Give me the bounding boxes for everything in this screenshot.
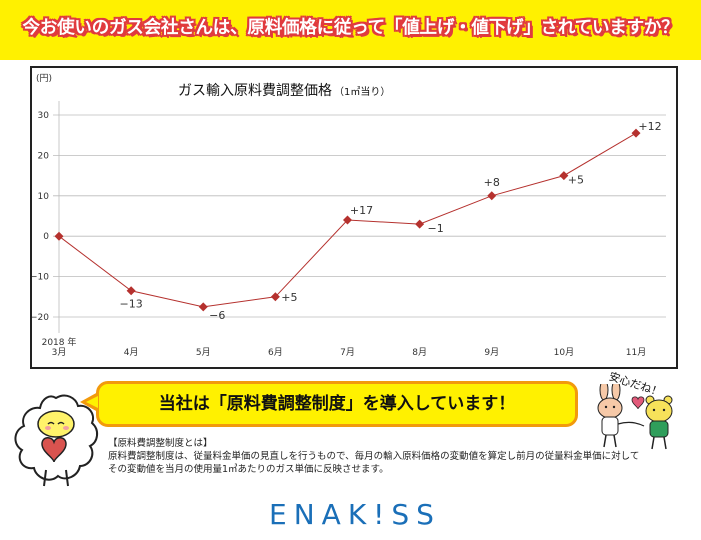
data-point [270, 292, 280, 302]
chart-subtitle: （1㎥当り） [334, 85, 390, 98]
data-point [126, 286, 136, 296]
x-tick-label: 3月 [52, 347, 67, 358]
data-point [631, 128, 641, 138]
y-tick-label: −20 [32, 313, 49, 323]
company-logo: ENAK!SS [269, 498, 441, 531]
rabbit-bear-mascot-icon [597, 384, 673, 450]
data-label: +5 [281, 291, 297, 304]
chart-title: ガス輸入原料費調整価格 [178, 83, 332, 99]
y-tick-label: 0 [43, 232, 49, 242]
x-tick-label: 4月 [124, 347, 139, 358]
description-heading: 【原料費調整制度とは】 [108, 438, 213, 449]
x-tick-label: 11月 [626, 347, 646, 358]
data-label: +5 [568, 174, 584, 187]
callout-tail-inner [86, 396, 98, 408]
x-tick-label: 9月 [484, 347, 499, 358]
data-label: +8 [484, 176, 500, 189]
description-line: 原料費調整制度は、従量料金単価の見直しを行うもので、毎月の輸入原料価格の変動値を… [108, 451, 640, 462]
data-point [198, 302, 208, 312]
y-tick-label: 10 [38, 192, 50, 202]
data-label: −1 [428, 222, 444, 235]
banner-headline: 今お使いのガス会社さんは、原料価格に従って「値上げ・値下げ」されていますか？ [22, 18, 679, 38]
data-point [343, 215, 352, 225]
x-tick-label: 10月 [554, 347, 574, 358]
x-tick-label: 8月 [412, 347, 427, 358]
line-chart: ガス輸入原料費調整価格 （1㎥当り） (円) 30 20 10 0 −10 −20 2018… [32, 73, 666, 358]
data-label: −13 [120, 298, 143, 311]
sheep-mascot-icon [14, 394, 98, 487]
y-unit-label: (円) [36, 73, 52, 84]
data-label: −6 [209, 309, 225, 322]
data-point [415, 219, 425, 229]
x-tick-label: 5月 [196, 347, 211, 358]
y-tick-label: −10 [32, 273, 49, 283]
data-point [487, 191, 497, 201]
data-label: +12 [638, 120, 661, 133]
x-tick-label: 6月 [268, 347, 283, 358]
data-point [54, 231, 64, 241]
description-block: 【原料費調整制度とは】 原料費調整制度は、従量料金単価の見直しを行うもので、毎月… [108, 437, 678, 476]
header-banner: 今お使いのガス会社さんは、原料価格に従って「値上げ・値下げ」されていますか？ [0, 0, 701, 60]
callout-text: 当社は「原料費調整制度」を導入しています！ [158, 394, 516, 414]
callout-box [96, 381, 578, 427]
y-tick-label: 30 [38, 111, 50, 121]
data-label: +17 [350, 204, 373, 217]
x-tick-label: 7月 [340, 347, 355, 358]
data-point [559, 171, 569, 181]
year-label: 2018 年 [42, 336, 77, 348]
description-line: その変動値を当月の使用量1㎥あたりのガス単価に反映させます。 [108, 464, 389, 475]
y-tick-label: 20 [38, 151, 50, 161]
chart-panel: ガス輸入原料費調整価格 （1㎥当り） (円) 30 20 10 0 −10 −20 2018… [30, 66, 678, 369]
